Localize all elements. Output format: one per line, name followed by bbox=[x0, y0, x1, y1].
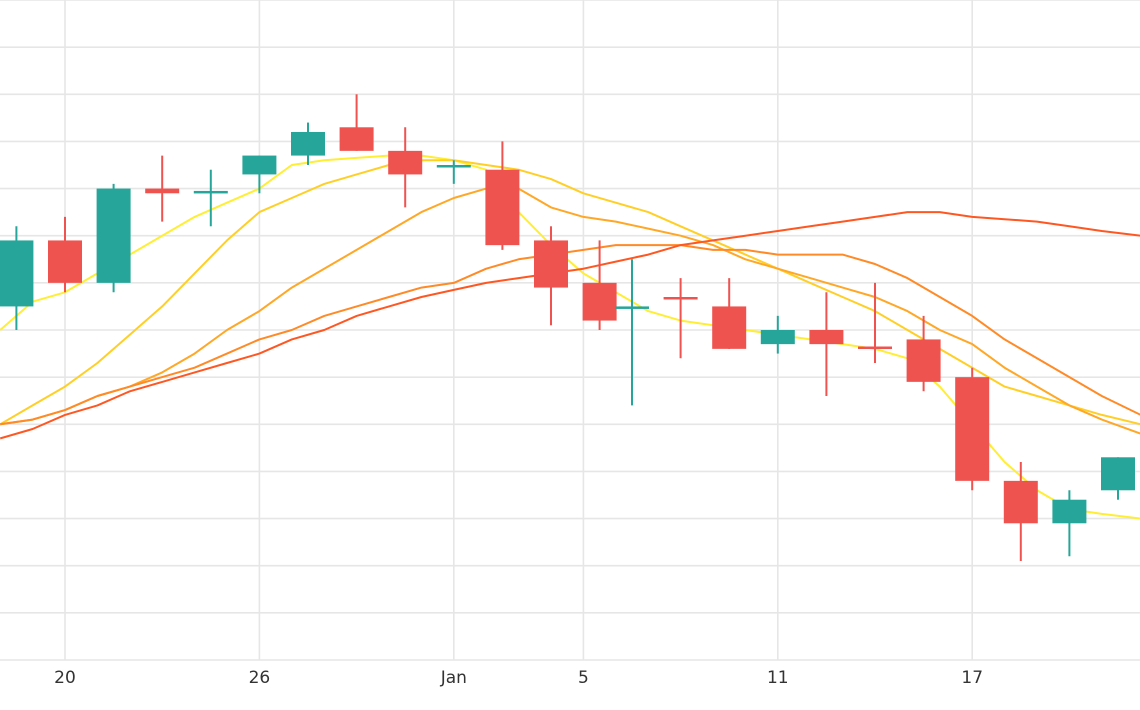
candle-body bbox=[712, 306, 747, 349]
candle-body bbox=[615, 306, 649, 309]
x-axis-ticks: 20 26 Jan 5 11 17 bbox=[54, 668, 983, 688]
candle bbox=[436, 160, 471, 184]
candle bbox=[1101, 457, 1135, 500]
candle bbox=[388, 127, 423, 208]
candle bbox=[242, 155, 277, 194]
candle-body bbox=[48, 240, 82, 283]
candle bbox=[760, 315, 795, 354]
candle bbox=[48, 216, 82, 293]
x-tick-label: 11 bbox=[767, 668, 789, 688]
candle-body bbox=[485, 169, 520, 246]
candle-body bbox=[96, 188, 131, 283]
candle-body bbox=[663, 297, 698, 300]
candle bbox=[906, 315, 941, 392]
candle bbox=[663, 278, 698, 359]
candle-body bbox=[1052, 499, 1087, 524]
candle-body bbox=[858, 346, 892, 349]
candle-body bbox=[436, 165, 471, 168]
candle-body bbox=[291, 132, 325, 156]
candle-body bbox=[955, 377, 990, 481]
candle-body bbox=[582, 282, 617, 321]
moving-average-line-3 bbox=[0, 187, 1140, 435]
candle bbox=[339, 94, 374, 151]
candle bbox=[193, 169, 228, 227]
candle-body bbox=[1101, 457, 1135, 491]
x-tick-label: 26 bbox=[249, 668, 271, 688]
candle bbox=[485, 141, 520, 250]
candle-body bbox=[242, 155, 277, 175]
moving-average-line-2 bbox=[0, 159, 1140, 426]
candle bbox=[96, 183, 131, 293]
candle bbox=[955, 367, 990, 491]
candle bbox=[858, 282, 892, 363]
candle bbox=[0, 226, 34, 330]
x-tick-label: 17 bbox=[961, 668, 983, 688]
grid bbox=[0, 0, 1140, 661]
candle-body bbox=[339, 127, 374, 151]
candle bbox=[712, 278, 747, 349]
x-tick-label: Jan bbox=[440, 668, 467, 688]
candle bbox=[582, 240, 617, 330]
candle bbox=[1003, 462, 1038, 561]
candle bbox=[809, 292, 844, 396]
candle bbox=[145, 155, 180, 222]
candle-body bbox=[534, 240, 568, 288]
candle bbox=[615, 259, 649, 406]
candle-body bbox=[193, 190, 228, 194]
candle-body bbox=[388, 150, 423, 175]
candle-body bbox=[906, 339, 941, 382]
candle bbox=[291, 122, 325, 165]
candle-body bbox=[809, 330, 844, 345]
x-tick-label: 20 bbox=[54, 668, 76, 688]
candle-body bbox=[0, 240, 34, 307]
candle bbox=[1052, 490, 1087, 557]
candle-body bbox=[760, 330, 795, 345]
x-tick-label: 5 bbox=[578, 668, 589, 688]
candle bbox=[534, 226, 568, 326]
candle-body bbox=[1003, 480, 1038, 524]
candles bbox=[0, 94, 1135, 561]
candle-body bbox=[145, 188, 180, 194]
